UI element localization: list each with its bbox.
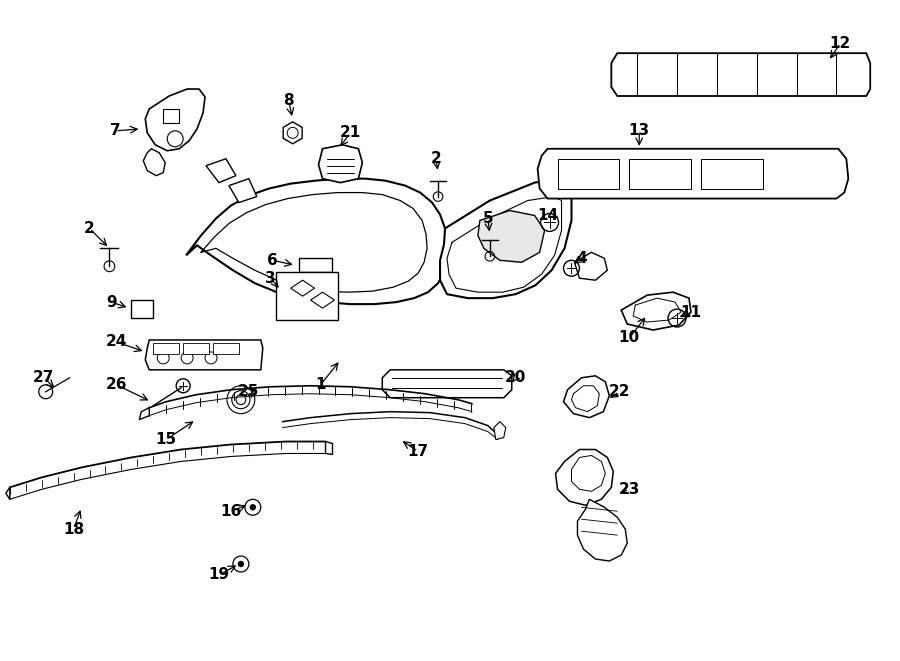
Polygon shape — [310, 292, 335, 308]
Polygon shape — [621, 292, 691, 330]
Polygon shape — [611, 53, 870, 96]
Polygon shape — [299, 258, 332, 272]
Polygon shape — [319, 145, 363, 182]
Text: 10: 10 — [618, 330, 640, 346]
Text: 18: 18 — [63, 522, 85, 537]
Polygon shape — [578, 499, 627, 561]
Polygon shape — [440, 178, 572, 298]
Polygon shape — [326, 442, 332, 455]
Polygon shape — [140, 408, 149, 420]
Text: 21: 21 — [340, 126, 361, 140]
Polygon shape — [213, 343, 238, 354]
Polygon shape — [557, 159, 619, 188]
Text: 2: 2 — [84, 221, 94, 236]
Polygon shape — [163, 109, 179, 123]
Polygon shape — [701, 159, 762, 188]
Polygon shape — [131, 300, 153, 318]
Text: 9: 9 — [106, 295, 117, 309]
Text: 23: 23 — [618, 482, 640, 497]
Polygon shape — [275, 272, 338, 320]
Text: 5: 5 — [482, 211, 493, 226]
Text: 6: 6 — [267, 253, 278, 268]
Polygon shape — [478, 210, 544, 262]
Text: 12: 12 — [830, 36, 851, 51]
Polygon shape — [537, 149, 849, 198]
Text: 2: 2 — [431, 151, 441, 166]
Polygon shape — [143, 149, 166, 176]
Text: 4: 4 — [576, 251, 587, 266]
Polygon shape — [153, 343, 179, 354]
Polygon shape — [284, 122, 302, 144]
Text: 25: 25 — [238, 384, 259, 399]
Text: 16: 16 — [220, 504, 241, 519]
Polygon shape — [563, 376, 609, 418]
Text: 7: 7 — [110, 124, 121, 138]
Text: 24: 24 — [105, 334, 127, 350]
Polygon shape — [229, 178, 256, 202]
Polygon shape — [291, 280, 315, 296]
Text: 8: 8 — [284, 93, 294, 108]
Text: 26: 26 — [105, 377, 127, 392]
Text: 15: 15 — [156, 432, 176, 447]
Polygon shape — [574, 253, 608, 280]
Text: 14: 14 — [537, 208, 558, 223]
Polygon shape — [382, 370, 512, 398]
Text: 27: 27 — [33, 370, 54, 385]
Text: 11: 11 — [680, 305, 701, 319]
Polygon shape — [145, 340, 263, 370]
Text: 3: 3 — [266, 271, 276, 286]
Text: 19: 19 — [209, 567, 230, 582]
Polygon shape — [555, 449, 613, 505]
Polygon shape — [186, 178, 447, 304]
Polygon shape — [629, 159, 691, 188]
Polygon shape — [494, 422, 506, 440]
Polygon shape — [145, 89, 205, 151]
Circle shape — [249, 504, 256, 510]
Polygon shape — [183, 343, 209, 354]
Polygon shape — [206, 159, 236, 182]
Text: 22: 22 — [608, 384, 630, 399]
Text: 13: 13 — [628, 124, 650, 138]
Text: 1: 1 — [315, 377, 326, 392]
Circle shape — [238, 561, 244, 567]
Text: 20: 20 — [505, 370, 526, 385]
Text: 17: 17 — [408, 444, 428, 459]
